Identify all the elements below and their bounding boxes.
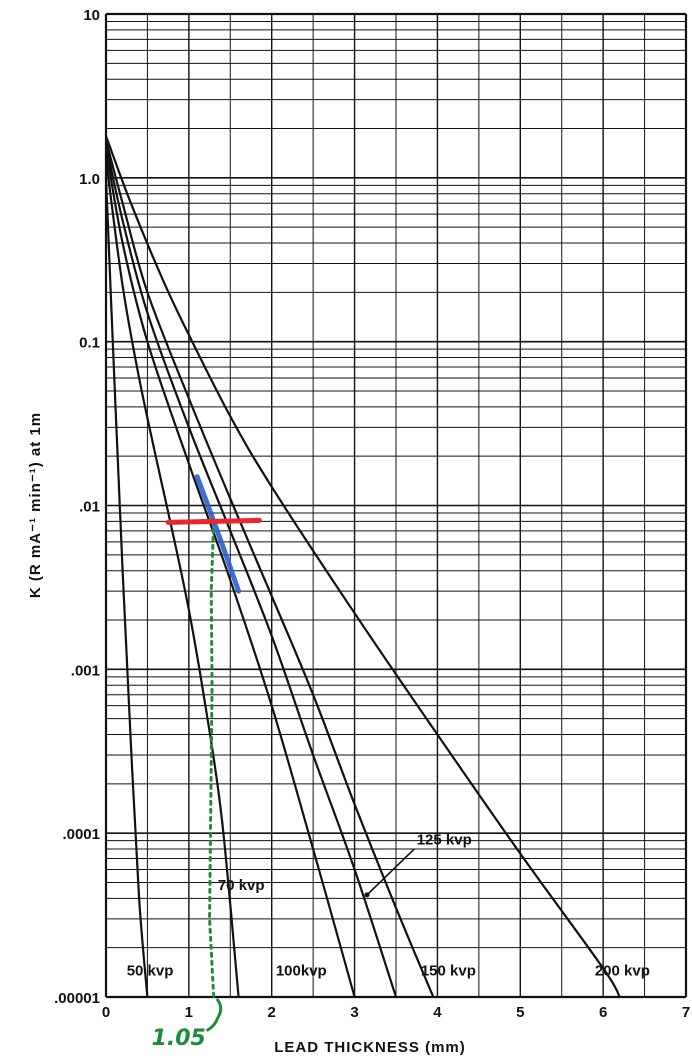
series-label-150-kvp: 150 kvp [421, 963, 476, 980]
series-line-125-kvp [104, 144, 398, 998]
series-label-200-kvp: 200 kvp [595, 963, 650, 980]
chart-grid [104, 12, 688, 999]
x-tick-label: 0 [102, 1004, 110, 1021]
x-tick-label: 6 [599, 1004, 607, 1021]
y-tick-label: .00001 [54, 990, 100, 1007]
series-line-70-kvp [104, 159, 240, 998]
y-axis-title: K (R mA⁻¹ min⁻¹) at 1m [27, 412, 44, 598]
series-line-150-kvp [104, 139, 435, 998]
series-line-50-kvp [104, 177, 149, 998]
series-line-100kvp [104, 148, 356, 998]
x-tick-label: 3 [350, 1004, 358, 1021]
x-tick-label: 2 [268, 1004, 276, 1021]
series-line-200-kvp [104, 135, 621, 998]
chart-ticks: 0 1 2 3 4 5 6 7 10 1.0 0.1 .01 .001 .0001 .00001 [54, 7, 690, 1021]
series-label-100kvp: 100kvp [276, 963, 327, 980]
x-tick-label: 1 [185, 1004, 193, 1021]
red-marker-line [165, 517, 262, 525]
handwritten-brace [206, 998, 223, 1032]
x-tick-label: 7 [682, 1004, 690, 1021]
label-leader-line [366, 848, 415, 896]
y-tick-label: 1.0 [79, 171, 100, 188]
curve-labels: 50 kvp 70 kvp 100kvp 125 kvp 150 kvp 200 kvp [127, 832, 650, 980]
label-leader-dot [364, 892, 370, 898]
y-tick-label: 0.1 [79, 335, 100, 352]
series-label-125-kvp: 125 kvp [417, 832, 472, 849]
y-tick-label: .0001 [62, 826, 100, 843]
x-axis-title: LEAD THICKNESS (mm) [274, 1039, 466, 1056]
chart-curves [104, 135, 621, 998]
hand-annotations: 1.05 [152, 474, 262, 1051]
y-tick-label: .001 [71, 662, 100, 679]
handwritten-value: 1.05 [152, 1026, 206, 1051]
x-tick-label: 4 [433, 1004, 442, 1021]
y-tick-label: 10 [83, 7, 100, 24]
green-drop-line [208, 519, 216, 999]
y-tick-label: .01 [79, 499, 100, 516]
series-label-50-kvp: 50 kvp [127, 963, 174, 980]
x-tick-label: 5 [516, 1004, 524, 1021]
series-label-70-kvp: 70 kvp [218, 877, 265, 894]
